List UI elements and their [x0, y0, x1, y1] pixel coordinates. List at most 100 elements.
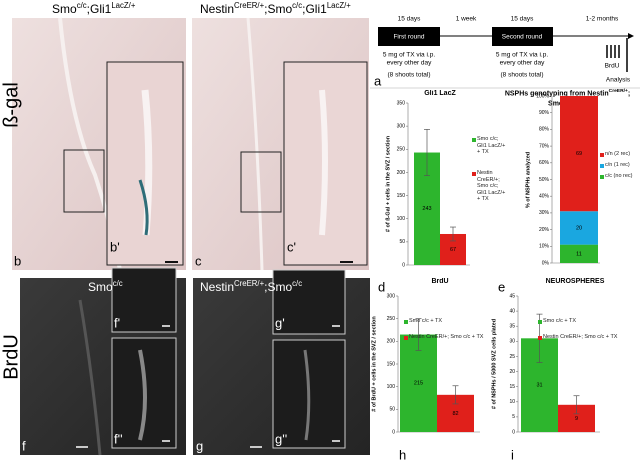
panel-letters: b b' c c' f f' f'' g g' g'' [14, 239, 296, 453]
superscript: CreER/+ [234, 279, 265, 288]
inset-box [63, 149, 105, 213]
superscript: c/c [77, 1, 87, 10]
value-label: 243 [422, 206, 431, 212]
y-tick-label: 10% [539, 244, 550, 250]
chart-title-box: NEUROSPHERES [545, 278, 605, 285]
dose: 5 mg of TX via i.p. [383, 52, 435, 59]
legend-text-box: Nestin CreER/+; Smo c/c; Gli1 LacZ/+ + T… [477, 170, 506, 200]
legend-swatch [600, 175, 604, 179]
y-tick-label: 150 [387, 361, 396, 367]
title-part: ;Smo [264, 2, 292, 16]
panel-letter: f' [114, 315, 120, 330]
superscript: LacZ/+ [111, 1, 135, 10]
y-tick-label: 50% [539, 177, 550, 183]
value-label: 69 [576, 151, 582, 157]
y-tick-label: 0 [392, 429, 395, 435]
timeline: First round Second round 15 days 1 week … [374, 16, 634, 88]
legend-swatch [600, 164, 604, 168]
title-part: ;Gli1 [302, 2, 327, 16]
y-tick-label: 50 [399, 239, 405, 245]
chart-title: BrdU [395, 278, 485, 286]
y-axis-label: # of BrdU + cells in the SVZ / section [371, 316, 377, 412]
value-label: 215 [414, 381, 423, 387]
y-tick-label: 0 [512, 429, 515, 435]
value-label: 20 [576, 225, 582, 231]
title-part: ;Smo [264, 280, 292, 294]
value-label: 9 [575, 416, 578, 422]
duration: 15 days [511, 16, 535, 23]
y-tick-label: 20 [509, 369, 515, 375]
panel-letter: g [196, 438, 203, 453]
panel-letter: d [378, 279, 385, 294]
inset [272, 269, 346, 335]
y-tick-label: 50 [389, 407, 395, 413]
error-bar [450, 226, 456, 242]
legend-text: c/n (1 rec) [605, 162, 630, 168]
bar-segment [560, 244, 598, 263]
ventricle [78, 299, 102, 456]
y-axis-label: # of NSPHs / 5000 SVZ cells plated [491, 319, 497, 409]
y-tick-label: 100% [536, 93, 549, 99]
title-part: NEUROSPHERES [545, 278, 605, 285]
superscript: LacZ/+ [327, 1, 351, 10]
duration: 15 days [398, 16, 422, 23]
panel-letter: e [498, 279, 505, 294]
y-tick-label: 20% [539, 227, 550, 233]
y-tick-label: 10 [509, 399, 515, 405]
dose: (8 shoots total) [388, 72, 431, 79]
legend-text-box: Nestin CreER/+; Smo c/c + TX [543, 334, 617, 340]
title-part: Gli1 LacZ [424, 90, 456, 97]
image-title: Smoc/c [88, 279, 123, 295]
legend-text-box: c/c (no rec) [605, 173, 633, 179]
round-label: First round [393, 34, 424, 41]
panel-letter: f [22, 438, 26, 453]
y-tick-label: 300 [397, 123, 406, 129]
row-label: ß-gal [0, 82, 22, 128]
panel-letter: i [511, 447, 514, 462]
y-tick-label: 25 [509, 354, 515, 360]
panel-letter: h [399, 447, 406, 462]
brdu-label: BrdU [605, 63, 620, 70]
y-tick-label: 100 [387, 384, 396, 390]
y-tick-label: 40% [539, 194, 550, 200]
analysis-label: Analysis [606, 77, 631, 84]
arrow [628, 33, 634, 39]
superscript: c/c [113, 279, 123, 288]
chart-title-box: Gli1 LacZ [424, 90, 456, 97]
legend-swatch [404, 336, 408, 340]
error-bar [424, 129, 430, 177]
ventricle [319, 89, 328, 236]
dose: every other day [500, 60, 546, 67]
legend-text: Smo c/c + TX [409, 318, 443, 324]
legend-text-box: Smo c/c + TX [409, 318, 443, 324]
legend-text: n/n (2 rec) [605, 151, 631, 157]
y-tick-label: 5 [512, 414, 515, 420]
panel-letter: a [374, 73, 382, 88]
y-tick-label: 45 [509, 293, 515, 299]
panel-letter: b' [110, 239, 120, 254]
value-label: 67 [450, 247, 456, 253]
legend-text-box: n/n (2 rec) [605, 151, 631, 157]
y-tick-label: 300 [387, 293, 396, 299]
legend-text: c/c (no rec) [605, 173, 633, 179]
y-tick-label: 40 [509, 308, 515, 314]
scale-bars [76, 325, 340, 448]
title-part: Nestin [200, 280, 234, 294]
legend-text: Nestin CreER/+; Smo c/c; Gli1 LacZ/+ + T… [477, 170, 506, 200]
panel-letter: b [14, 253, 21, 268]
y-tick-label: 250 [397, 147, 406, 153]
superscript: CreER/+ [608, 89, 628, 94]
y-tick-label: 30% [539, 210, 550, 216]
panel-letter: c' [287, 239, 296, 254]
value-label: 82 [452, 411, 458, 417]
legend-swatch [404, 320, 408, 324]
legend-text-box: Smo c/c; Gli1 LacZ/+ + TX [477, 136, 505, 155]
y-tick-label: 0 [402, 262, 405, 268]
legend-text-box: c/n (1 rec) [605, 162, 630, 168]
legend-swatch [538, 320, 542, 324]
superscript: CreER/+ [234, 1, 265, 10]
legend-swatch [538, 336, 542, 340]
superscript: c/c [292, 1, 302, 10]
dose: 5 mg of TX via i.p. [496, 52, 548, 59]
